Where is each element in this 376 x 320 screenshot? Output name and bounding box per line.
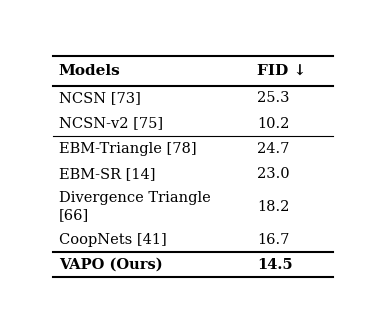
Text: EBM-Triangle [78]: EBM-Triangle [78] — [59, 142, 196, 156]
Text: NCSN-v2 [75]: NCSN-v2 [75] — [59, 116, 163, 131]
Text: VAPO (Ours): VAPO (Ours) — [59, 258, 162, 272]
Text: 23.0: 23.0 — [257, 167, 290, 181]
Text: CoopNets [41]: CoopNets [41] — [59, 233, 167, 247]
Text: Models: Models — [59, 64, 120, 78]
Text: 14.5: 14.5 — [257, 258, 293, 272]
Text: 10.2: 10.2 — [257, 116, 289, 131]
Text: EBM-SR [14]: EBM-SR [14] — [59, 167, 155, 181]
Text: 24.7: 24.7 — [257, 142, 289, 156]
Text: Divergence Triangle
[66]: Divergence Triangle [66] — [59, 191, 211, 222]
Text: NCSN [73]: NCSN [73] — [59, 92, 141, 105]
Text: 18.2: 18.2 — [257, 200, 289, 214]
Text: 16.7: 16.7 — [257, 233, 289, 247]
Text: 25.3: 25.3 — [257, 92, 289, 105]
Text: FID ↓: FID ↓ — [257, 64, 306, 78]
